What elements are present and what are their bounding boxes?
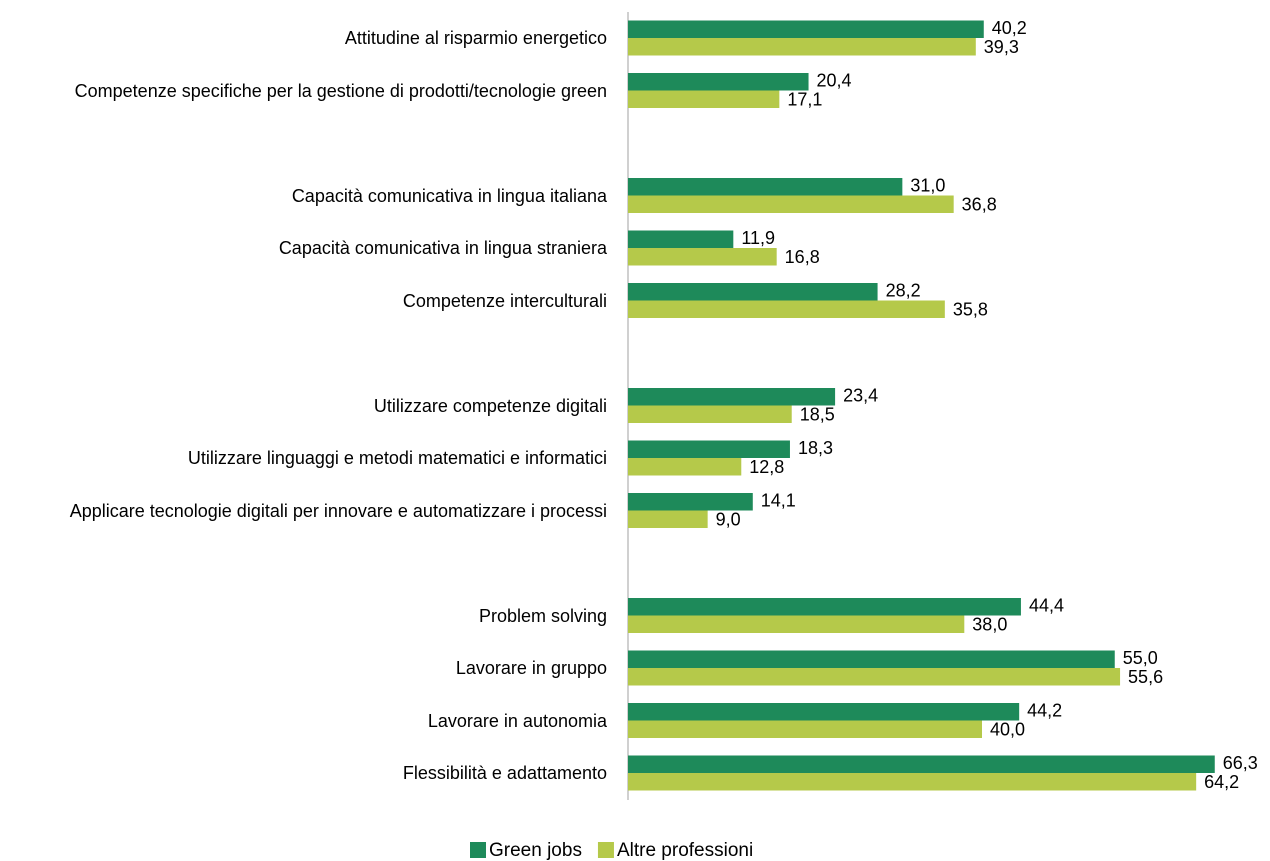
category-label: Competenze specifiche per la gestione di… <box>2 78 607 104</box>
value-label: 40,0 <box>990 719 1025 739</box>
bar <box>628 615 965 633</box>
category-text: Lavorare in autonomia <box>427 710 607 731</box>
bar <box>628 73 809 91</box>
category-label: Utilizzare competenze digitali <box>2 393 607 419</box>
bar <box>628 458 742 476</box>
category-text: Utilizzare competenze digitali <box>373 395 607 416</box>
category-text: Capacità comunicativa in lingua italiana <box>291 185 607 206</box>
value-label: 40,2 <box>992 18 1027 38</box>
category-label: Lavorare in autonomia <box>2 708 607 734</box>
category-text: Lavorare in gruppo <box>455 658 607 678</box>
bar <box>628 668 1121 686</box>
category-label: Capacità comunicativa in lingua italiana <box>2 183 607 209</box>
bar <box>628 38 976 56</box>
bar <box>628 300 945 318</box>
value-label: 44,2 <box>1027 700 1062 720</box>
category-label: Utilizzare linguaggi e metodi matematici… <box>2 445 607 471</box>
bar <box>628 230 734 248</box>
value-label: 66,3 <box>1223 753 1258 773</box>
category-text: Problem solving <box>478 605 607 626</box>
bar <box>628 598 1021 616</box>
value-label: 14,1 <box>761 490 796 510</box>
category-label: Lavorare in gruppo <box>2 655 607 681</box>
value-label: 55,6 <box>1128 667 1163 687</box>
category-text: Applicare tecnologie digitali per innova… <box>69 500 607 521</box>
legend-swatch <box>597 842 614 858</box>
value-label: 20,4 <box>817 70 852 90</box>
bar <box>628 703 1020 721</box>
category-label: Applicare tecnologie digitali per innova… <box>2 498 607 524</box>
category-text: Utilizzare linguaggi e metodi matematici… <box>187 448 607 468</box>
bar <box>628 388 836 406</box>
value-label: 55,0 <box>1123 648 1158 668</box>
legend-swatch <box>470 842 486 858</box>
category-text: Competenze interculturali <box>402 290 607 311</box>
value-label: 36,8 <box>962 194 997 214</box>
bar <box>628 405 792 423</box>
bar <box>628 720 982 738</box>
bar <box>628 510 708 528</box>
bar <box>628 283 878 301</box>
value-label: 23,4 <box>843 385 878 405</box>
category-label: Attitudine al risparmio energetico <box>2 25 607 51</box>
bar <box>628 178 903 196</box>
bar <box>628 493 753 511</box>
value-label: 9,0 <box>716 509 741 529</box>
bar <box>628 650 1115 668</box>
category-text: Flessibilità e adattamento <box>402 763 607 783</box>
value-label: 17,1 <box>787 89 822 109</box>
bar <box>628 248 777 266</box>
category-label: Capacità comunicativa in lingua stranier… <box>2 235 607 261</box>
bar <box>628 90 780 108</box>
bar <box>628 195 954 213</box>
category-text: Attitudine al risparmio energetico <box>344 28 607 48</box>
legend-label: Green jobs <box>489 840 582 861</box>
category-label: Competenze interculturali <box>2 288 607 314</box>
category-label: Flessibilità e adattamento <box>2 760 607 786</box>
category-text: Competenze specifiche per la gestione di… <box>74 80 607 101</box>
legend-label: Altre professioni <box>617 840 753 861</box>
category-label: Problem solving <box>2 603 607 629</box>
value-label: 11,9 <box>741 228 775 248</box>
value-label: 44,4 <box>1029 595 1064 615</box>
value-label: 38,0 <box>972 614 1007 634</box>
value-label: 16,8 <box>785 247 820 267</box>
value-label: 35,8 <box>953 299 988 319</box>
bar <box>628 20 984 38</box>
value-label: 39,3 <box>984 37 1019 57</box>
value-label: 28,2 <box>886 280 921 300</box>
bar <box>628 755 1215 773</box>
value-label: 18,3 <box>798 438 833 458</box>
bar <box>628 773 1197 791</box>
bar <box>628 440 790 458</box>
value-label: 64,2 <box>1204 772 1239 792</box>
value-label: 31,0 <box>910 175 945 195</box>
category-text: Capacità comunicativa in lingua stranier… <box>278 238 607 258</box>
value-label: 18,5 <box>800 404 835 424</box>
value-label: 12,8 <box>749 457 784 477</box>
